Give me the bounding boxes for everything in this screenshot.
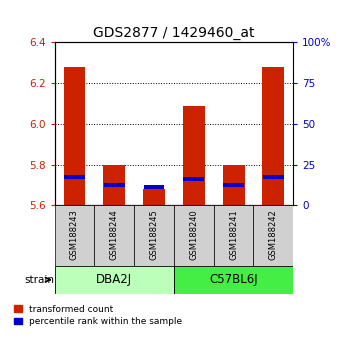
Bar — [55, 266, 174, 294]
Bar — [134, 205, 174, 266]
Bar — [104, 183, 124, 187]
Text: GSM188243: GSM188243 — [70, 209, 79, 259]
Text: strain: strain — [25, 275, 55, 285]
Text: GSM188240: GSM188240 — [189, 209, 198, 259]
Text: GSM188241: GSM188241 — [229, 209, 238, 259]
Legend: transformed count, percentile rank within the sample: transformed count, percentile rank withi… — [11, 302, 185, 329]
Bar — [183, 105, 205, 205]
Text: C57BL6J: C57BL6J — [209, 273, 258, 286]
Bar — [223, 183, 244, 187]
Text: GSM188242: GSM188242 — [269, 209, 278, 259]
Bar — [263, 67, 284, 205]
Bar — [64, 175, 85, 179]
Bar — [63, 67, 85, 205]
Bar — [103, 165, 125, 205]
Bar — [214, 205, 253, 266]
Title: GDS2877 / 1429460_at: GDS2877 / 1429460_at — [93, 26, 255, 40]
Bar — [94, 205, 134, 266]
Bar — [174, 205, 214, 266]
Bar — [253, 205, 293, 266]
Bar — [263, 175, 284, 179]
Bar — [144, 185, 164, 189]
Text: GSM188244: GSM188244 — [110, 209, 119, 259]
Bar — [55, 205, 94, 266]
Bar — [174, 266, 293, 294]
Bar — [223, 165, 244, 205]
Bar — [183, 177, 204, 181]
Text: GSM188245: GSM188245 — [149, 209, 159, 259]
Bar — [143, 189, 165, 205]
Text: DBA2J: DBA2J — [96, 273, 132, 286]
